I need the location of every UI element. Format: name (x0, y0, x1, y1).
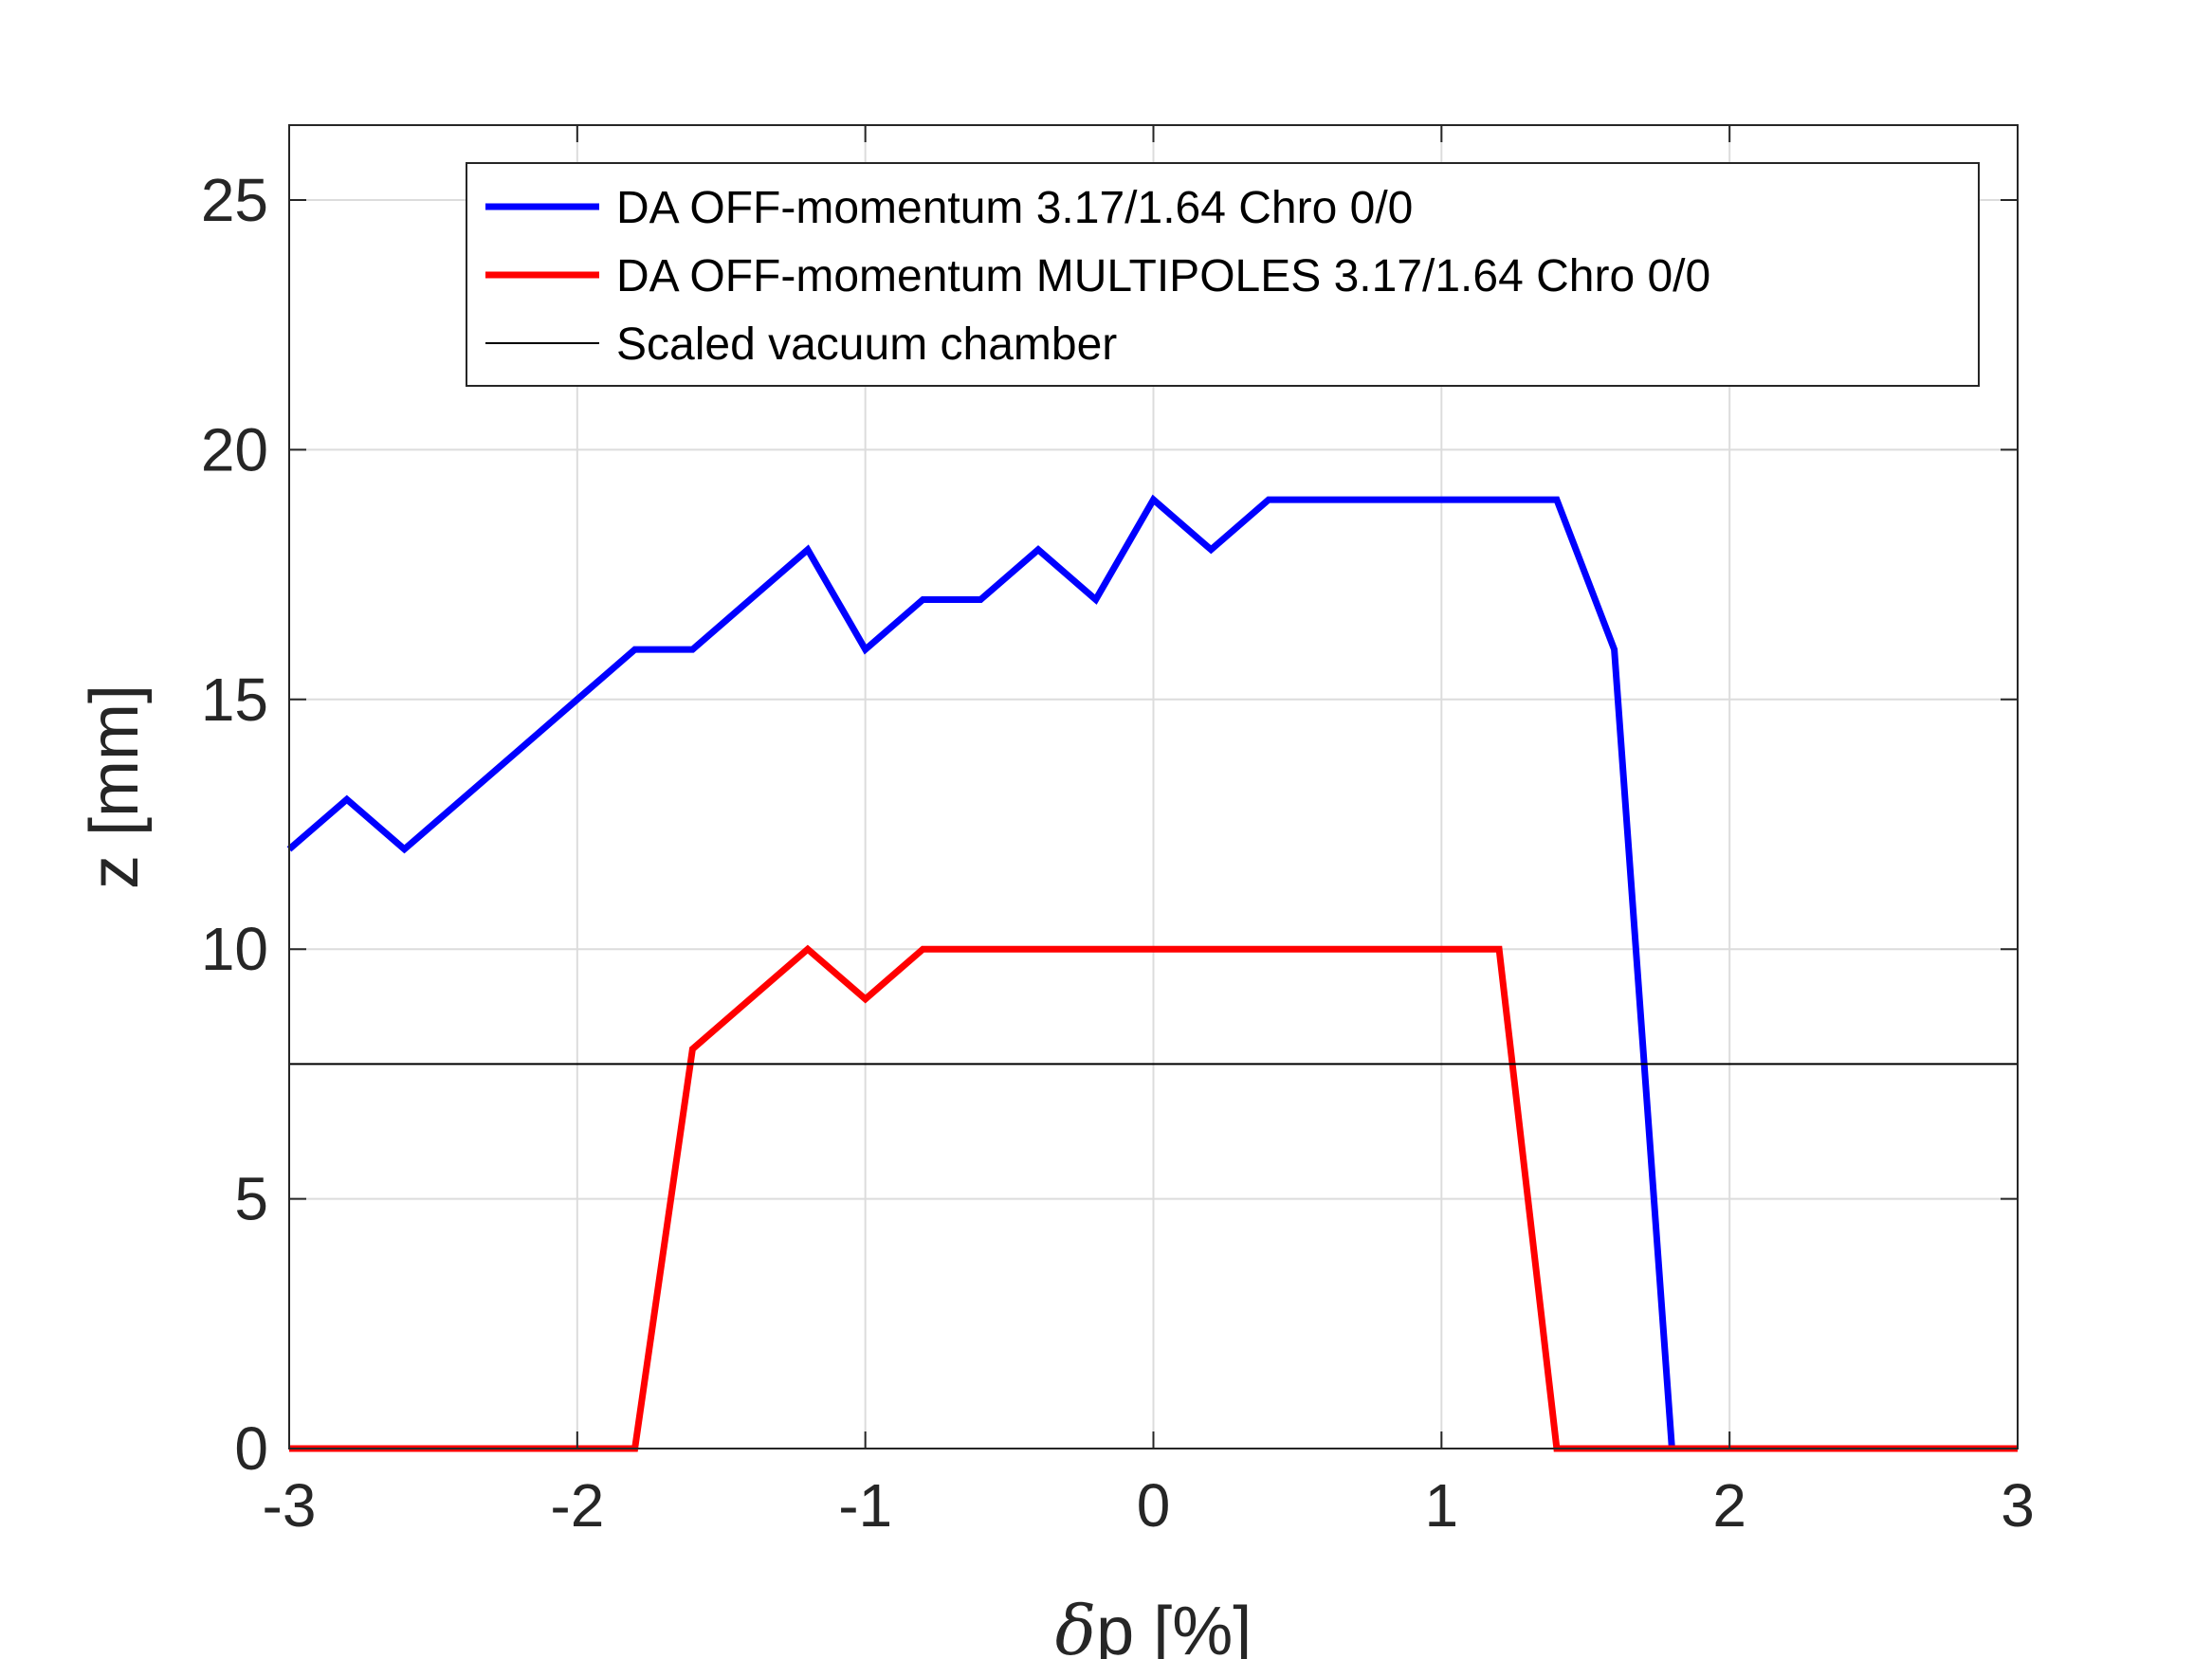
x-axis-label: δp [%] (1055, 1591, 1252, 1659)
x-tick-label: 3 (2001, 1471, 2035, 1540)
axis-labels: δp [%] z [mm] (77, 684, 1252, 1659)
series-line-1 (286, 494, 1675, 1449)
x-tick-label: 1 (1425, 1471, 1459, 1540)
legend: DA OFF-momentum 3.17/1.64 Chro 0/0 DA OFF… (466, 162, 1980, 387)
x-tick-label: 0 (1137, 1471, 1171, 1540)
x-tick-label: 2 (1712, 1471, 1746, 1540)
y-tick-label: 0 (234, 1414, 268, 1483)
ticks-group: -3 -2 -1 0 1 2 3 0 5 10 15 20 25 (201, 125, 2035, 1540)
legend-box (466, 162, 1980, 387)
x-tick-label: -1 (838, 1471, 892, 1540)
y-tick-label: 10 (201, 915, 268, 983)
y-tick-label: 5 (234, 1165, 268, 1233)
y-tick-label: 15 (201, 665, 268, 734)
x-tick-label: -3 (263, 1471, 317, 1540)
x-axis-label-text: p [%] (1096, 1594, 1252, 1659)
y-tick-label: 20 (201, 415, 268, 483)
y-axis-label: z [mm] (77, 684, 153, 889)
legend-entry-1: DA OFF-momentum 3.17/1.64 Chro 0/0 (616, 183, 1413, 233)
legend-entry-3: Scaled vacuum chamber (616, 319, 1117, 370)
y-tick-label: 25 (201, 166, 268, 234)
x-axis-label-symbol: δ (1055, 1591, 1096, 1659)
legend-entry-2: DA OFF-momentum MULTIPOLES 3.17/1.64 Chr… (616, 251, 1710, 301)
x-tick-label: -2 (550, 1471, 604, 1540)
